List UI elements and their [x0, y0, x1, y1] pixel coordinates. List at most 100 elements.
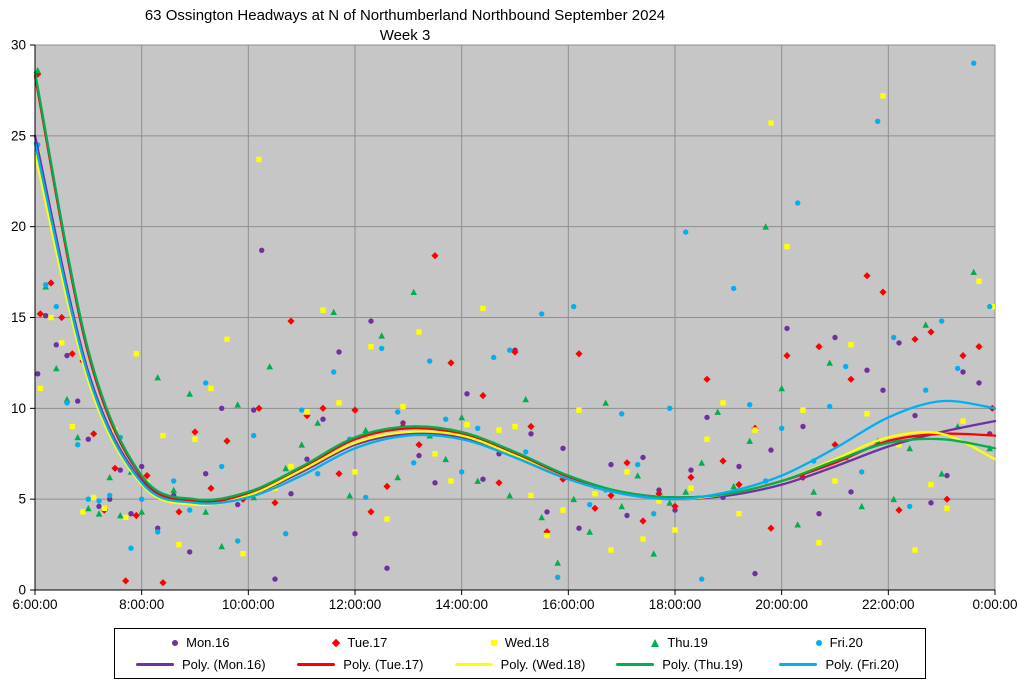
scatter-point: [416, 329, 422, 335]
scatter-point: [576, 525, 582, 531]
scatter-point: [133, 351, 139, 357]
scatter-point: [160, 432, 166, 439]
scatter-point: [704, 414, 710, 421]
scatter-point: [85, 496, 92, 502]
scatter-point: [735, 481, 743, 489]
scatter-point: [875, 118, 881, 125]
scatter-point: [523, 449, 529, 455]
scatter-point: [59, 340, 65, 346]
scatter-point: [170, 486, 177, 493]
scatter-point: [971, 60, 977, 66]
scatter-point: [480, 305, 486, 312]
scatter-point: [85, 504, 92, 512]
scatter-point: [479, 392, 487, 400]
scatter-point: [640, 454, 646, 461]
scatter-point: [95, 510, 103, 517]
scatter-point: [778, 385, 785, 392]
scatter-point: [53, 303, 59, 310]
y-tick-label: 10: [11, 401, 26, 416]
scatter-point: [432, 480, 438, 486]
scatter-point: [75, 442, 81, 448]
scatter-point: [960, 418, 966, 424]
scatter-point: [48, 314, 54, 321]
scatter-point: [656, 498, 662, 504]
scatter-point: [159, 579, 167, 587]
scatter-point: [943, 495, 951, 503]
scatter-point: [101, 505, 107, 511]
scatter-point: [939, 318, 945, 324]
scatter-point: [304, 409, 310, 415]
scatter-point: [752, 427, 758, 433]
y-tick-label: 30: [11, 38, 26, 53]
scatter-point: [528, 431, 534, 437]
wed18-square-icon: [490, 639, 497, 646]
scatter-point: [336, 349, 342, 355]
scatter-point: [896, 340, 902, 346]
scatter-point: [736, 511, 742, 517]
poly-trend-line-polywed18: [33, 152, 997, 507]
scatter-point: [575, 350, 583, 358]
scatter-point: [171, 478, 177, 484]
x-tick-label: 16:00:00: [542, 597, 595, 612]
scatter-point: [362, 426, 369, 433]
legend-label: Fri.20: [829, 635, 863, 651]
scatter-point: [656, 487, 662, 493]
scatter-point: [491, 354, 497, 361]
scatter-point: [511, 348, 519, 356]
scatter-point: [848, 342, 854, 348]
scatter-point: [132, 511, 140, 520]
scatter-point: [858, 503, 865, 510]
scatter-point: [591, 504, 599, 512]
poly-tue17-line-icon: [297, 662, 336, 666]
scatter-point: [192, 436, 198, 442]
scatter-point: [507, 347, 513, 353]
scatter-point: [544, 509, 550, 515]
scatter-point: [768, 120, 774, 126]
scatter-point: [299, 407, 305, 413]
x-tick-label: 18:00:00: [649, 597, 702, 612]
scatter-point: [506, 492, 513, 499]
scatter-point: [111, 464, 119, 472]
scatter-point: [384, 565, 390, 571]
scatter-point: [176, 541, 182, 548]
scatter-point: [912, 547, 918, 553]
scatter-point: [191, 428, 199, 436]
scatter-point: [527, 422, 535, 431]
scatter-point: [154, 374, 161, 381]
scatter-point: [431, 252, 439, 260]
scatter-point: [544, 532, 550, 539]
scatter-point: [608, 461, 614, 468]
scatter-point: [288, 463, 294, 470]
scatter-point: [464, 422, 470, 428]
scatter-point: [752, 570, 758, 577]
scatter-point: [906, 444, 913, 452]
scatter-point: [283, 531, 289, 537]
scatter-point: [346, 492, 353, 499]
scatter-point: [560, 507, 566, 513]
scatter-point: [891, 334, 897, 341]
scatter-point: [203, 380, 209, 386]
scatter-series-tue17: [34, 70, 996, 587]
scatter-point: [330, 308, 337, 315]
scatter-point: [203, 471, 209, 477]
scatter-point: [619, 411, 625, 417]
scatter-series-thu19: [34, 67, 993, 566]
scatter-point: [139, 496, 145, 502]
scatter-point: [106, 474, 113, 481]
scatter-point: [703, 375, 711, 383]
legend-label: Poly. (Wed.18): [500, 656, 586, 672]
scatter-point: [907, 503, 913, 510]
scatter-point: [688, 467, 694, 473]
scatter-point: [75, 398, 81, 404]
scatter-point: [266, 363, 273, 370]
scatter-point: [91, 494, 97, 501]
scatter-point: [810, 488, 817, 495]
scatter-point: [363, 494, 369, 501]
scatter-point: [970, 268, 977, 275]
scatter-point: [699, 576, 705, 582]
scatter-point: [272, 576, 278, 582]
scatter-point: [938, 470, 945, 477]
y-tick-label: 5: [18, 492, 26, 507]
scatter-point: [586, 528, 593, 535]
scatter-point: [384, 516, 390, 522]
